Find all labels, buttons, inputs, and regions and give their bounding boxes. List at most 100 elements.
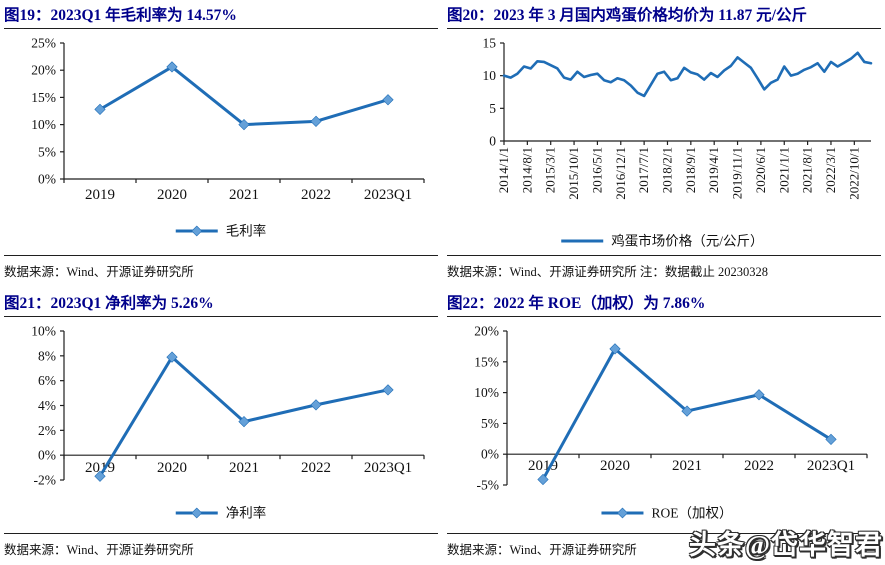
figure-20: 图20：2023 年 3 月国内鸡蛋价格均价为 11.87 元/公斤 0 5 10 1… bbox=[447, 6, 881, 280]
x-date-label: 2020/6/1 bbox=[753, 147, 768, 193]
y-tick-label: 0% bbox=[481, 447, 499, 462]
y-tick-label: 5% bbox=[38, 144, 56, 159]
x-category-label: 2021 bbox=[229, 187, 259, 203]
figure-21-source: 数据来源：Wind、开源证券研究所 bbox=[4, 533, 438, 558]
y-tick-label: 10 bbox=[483, 68, 497, 83]
y-tick-label: 10% bbox=[31, 324, 56, 339]
roe-marker bbox=[609, 343, 621, 355]
figure-22-title: 图22：2022 年 ROE（加权）为 7.86% bbox=[447, 294, 881, 317]
legend-label: 毛利率 bbox=[226, 223, 267, 239]
x-date-label: 2018/9/1 bbox=[683, 147, 698, 193]
legend-diamond-icon bbox=[617, 507, 628, 519]
x-category-label: 2019 bbox=[528, 458, 558, 474]
y-tick-label: 8% bbox=[38, 348, 56, 363]
x-category-label: 2022 bbox=[744, 458, 774, 474]
x-date-label: 2015/3/1 bbox=[543, 147, 558, 193]
egg-price-axes: 0 5 10 15 2014/1/1 2014/8/1 2015/3/1 2015/10/1 2… bbox=[483, 36, 871, 200]
figure-19: 图19：2023Q1 年毛利率为 14.57% 0% 5% 10% 15% 20% 25%… bbox=[4, 6, 438, 280]
roe-marker bbox=[753, 389, 765, 401]
net-margin-marker bbox=[166, 351, 178, 363]
y-tick-label: 10% bbox=[31, 117, 56, 132]
gross-margin-chart: 0% 5% 10% 15% 20% 25% 2019 2020 2021 2022 2023Q1 毛利… bbox=[31, 36, 425, 239]
egg-price-chart: 0 5 10 15 2014/1/1 2014/8/1 2015/3/1 2015/10/1 2… bbox=[483, 36, 873, 249]
gross-margin-marker bbox=[94, 103, 106, 115]
figure-19-source: 数据来源：Wind、开源证券研究所 bbox=[4, 255, 438, 280]
y-tick-label: 0% bbox=[38, 448, 56, 463]
x-date-label: 2016/5/1 bbox=[589, 147, 604, 193]
y-tick-label: 20% bbox=[474, 324, 499, 339]
net-margin-marker bbox=[94, 470, 106, 482]
y-tick-label: 5% bbox=[481, 416, 499, 431]
net-margin-marker bbox=[238, 416, 250, 428]
x-date-label: 2018/2/1 bbox=[659, 147, 674, 193]
legend-label: 净利率 bbox=[226, 505, 267, 521]
x-date-label: 2021/8/1 bbox=[800, 147, 815, 193]
gross-margin-marker bbox=[382, 94, 394, 106]
roe-marker bbox=[537, 473, 549, 486]
gross-margin-marker bbox=[166, 61, 178, 73]
x-date-label: 2022/10/1 bbox=[846, 147, 861, 200]
x-date-label: 2019/11/1 bbox=[730, 147, 745, 199]
x-category-label: 2020 bbox=[157, 460, 187, 476]
net-margin-marker bbox=[310, 399, 322, 411]
x-category-label: 2021 bbox=[672, 458, 702, 474]
watermark: 头条@岱华智君 bbox=[688, 530, 883, 560]
x-date-label: 2014/1/1 bbox=[496, 147, 511, 193]
legend-label: ROE（加权） bbox=[651, 505, 732, 521]
net-margin-legend: 净利率 bbox=[175, 505, 267, 521]
figure-21-title: 图21：2023Q1 净利率为 5.26% bbox=[4, 294, 438, 317]
left-column: 图19：2023Q1 年毛利率为 14.57% 0% 5% 10% 15% 20% 25%… bbox=[4, 6, 438, 565]
x-category-label: 2020 bbox=[600, 458, 630, 474]
y-tick-label: 6% bbox=[38, 373, 56, 388]
y-tick-label: 4% bbox=[38, 398, 56, 413]
x-category-label: 2023Q1 bbox=[807, 458, 855, 474]
roe-marker bbox=[825, 433, 837, 446]
x-date-label: 2016/12/1 bbox=[613, 147, 628, 200]
x-date-label: 2021/1/1 bbox=[776, 147, 791, 193]
gross-margin-axes: 0% 5% 10% 15% 20% 25% 2019 2020 2021 2022 2023Q1 bbox=[31, 36, 425, 203]
y-tick-label: 10% bbox=[474, 385, 499, 400]
y-tick-label: 15% bbox=[474, 354, 499, 369]
roe-axes: -5% 0% 5% 10% 15% 20% 2019 2020 2021 2022 2023Q1 bbox=[474, 324, 868, 493]
y-tick-label: 5 bbox=[489, 101, 496, 116]
egg-price-legend: 鸡蛋市场价格（元/公斤） bbox=[561, 233, 764, 249]
x-category-label: 2022 bbox=[301, 187, 331, 203]
roe-legend: ROE（加权） bbox=[601, 505, 732, 521]
net-margin-marker bbox=[382, 384, 394, 396]
roe-chart: -5% 0% 5% 10% 15% 20% 2019 2020 2021 2022 2023Q1 RO… bbox=[474, 324, 868, 521]
y-tick-label: 20% bbox=[31, 63, 56, 78]
figure-21: 图21：2023Q1 净利率为 5.26% -2% 0% 2% 4% 6% 8% 10% 20… bbox=[4, 294, 438, 558]
x-category-label: 2023Q1 bbox=[364, 187, 412, 203]
gross-margin-marker bbox=[238, 118, 250, 131]
legend-diamond-icon bbox=[191, 507, 203, 519]
x-category-label: 2020 bbox=[157, 187, 187, 203]
y-tick-label: 0% bbox=[38, 172, 56, 187]
x-date-label: 2014/8/1 bbox=[519, 147, 534, 193]
gross-margin-legend: 毛利率 bbox=[175, 223, 267, 239]
y-tick-label: -2% bbox=[34, 473, 57, 488]
y-tick-label: 0 bbox=[489, 134, 496, 149]
x-date-label: 2015/10/1 bbox=[566, 147, 581, 200]
x-category-label: 2019 bbox=[85, 187, 115, 203]
x-category-label: 2023Q1 bbox=[364, 460, 412, 476]
legend-label: 鸡蛋市场价格（元/公斤） bbox=[611, 233, 763, 249]
legend-diamond-icon bbox=[191, 225, 203, 237]
y-tick-label: 15% bbox=[31, 90, 56, 105]
x-category-label: 2022 bbox=[301, 460, 331, 476]
egg-price-line bbox=[502, 51, 873, 98]
figure-22: 图22：2022 年 ROE（加权）为 7.86% -5% 0% 5% 10% 15% 2… bbox=[447, 294, 881, 558]
x-date-label: 2017/7/1 bbox=[636, 147, 651, 193]
net-margin-chart: -2%0%2%4%6%8%10%2019 2020 2021 2022 2023Q1净利… bbox=[31, 324, 425, 521]
right-column: 图20：2023 年 3 月国内鸡蛋价格均价为 11.87 元/公斤 0 5 10 1… bbox=[447, 6, 881, 565]
figure-20-source: 数据来源：Wind、开源证券研究所 注：数据截止 20230328 bbox=[447, 255, 881, 280]
y-tick-label: -5% bbox=[477, 478, 500, 493]
x-category-label: 2021 bbox=[229, 460, 259, 476]
y-tick-label: 15 bbox=[483, 36, 497, 51]
figure-20-title: 图20：2023 年 3 月国内鸡蛋价格均价为 11.87 元/公斤 bbox=[447, 6, 881, 29]
gross-margin-line bbox=[98, 65, 390, 127]
y-tick-label: 2% bbox=[38, 423, 56, 438]
x-date-label: 2019/4/1 bbox=[706, 147, 721, 193]
roe-marker bbox=[681, 405, 693, 417]
y-tick-label: 25% bbox=[31, 36, 56, 51]
